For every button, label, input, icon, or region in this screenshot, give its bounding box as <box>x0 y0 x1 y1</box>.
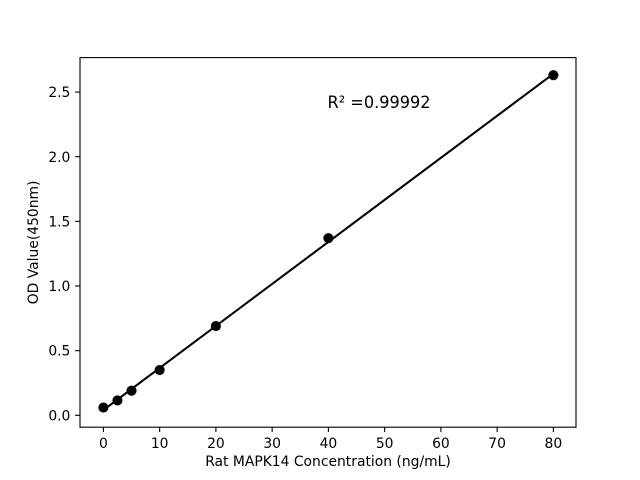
y-axis-ticks <box>75 91 80 416</box>
x-tick-label: 50 <box>376 436 394 452</box>
y-tick-label: 1.5 <box>48 214 70 230</box>
r-squared-annotation: R² =0.99992 <box>328 93 431 113</box>
data-point-marker <box>126 385 137 396</box>
y-axis-label: OD Value(450nm) <box>26 181 42 305</box>
x-tick-label: 70 <box>488 436 506 452</box>
axes-frame <box>79 57 577 428</box>
x-tick-label: 10 <box>151 436 169 452</box>
y-tick-label: 2.5 <box>48 85 70 101</box>
x-tick-label: 30 <box>263 436 281 452</box>
y-tick-label: 1.0 <box>48 279 70 295</box>
data-point-marker <box>210 321 221 332</box>
y-axis-tick-labels: 0.0 0.5 1.0 1.5 2.0 2.5 <box>48 85 70 424</box>
x-tick-label: 60 <box>432 436 450 452</box>
x-tick-label: 20 <box>207 436 225 452</box>
x-tick-label: 40 <box>320 436 338 452</box>
x-tick-label: 0 <box>99 436 108 452</box>
y-tick-label: 0.0 <box>48 408 70 424</box>
x-axis-tick-labels: 0 10 20 30 40 50 60 70 80 <box>99 436 562 452</box>
data-point-marker <box>154 364 165 376</box>
x-axis-label: Rat MAPK14 Concentration (ng/mL) <box>205 454 451 470</box>
x-axis-ticks <box>102 427 554 433</box>
x-tick-label: 80 <box>545 436 563 452</box>
data-point-marker <box>112 395 123 406</box>
y-tick-label: 0.5 <box>48 344 70 360</box>
data-point-marker <box>98 402 109 413</box>
data-point-marker <box>323 233 334 244</box>
data-points <box>98 70 559 413</box>
y-tick-label: 2.0 <box>48 150 70 166</box>
data-point-marker <box>548 70 559 81</box>
